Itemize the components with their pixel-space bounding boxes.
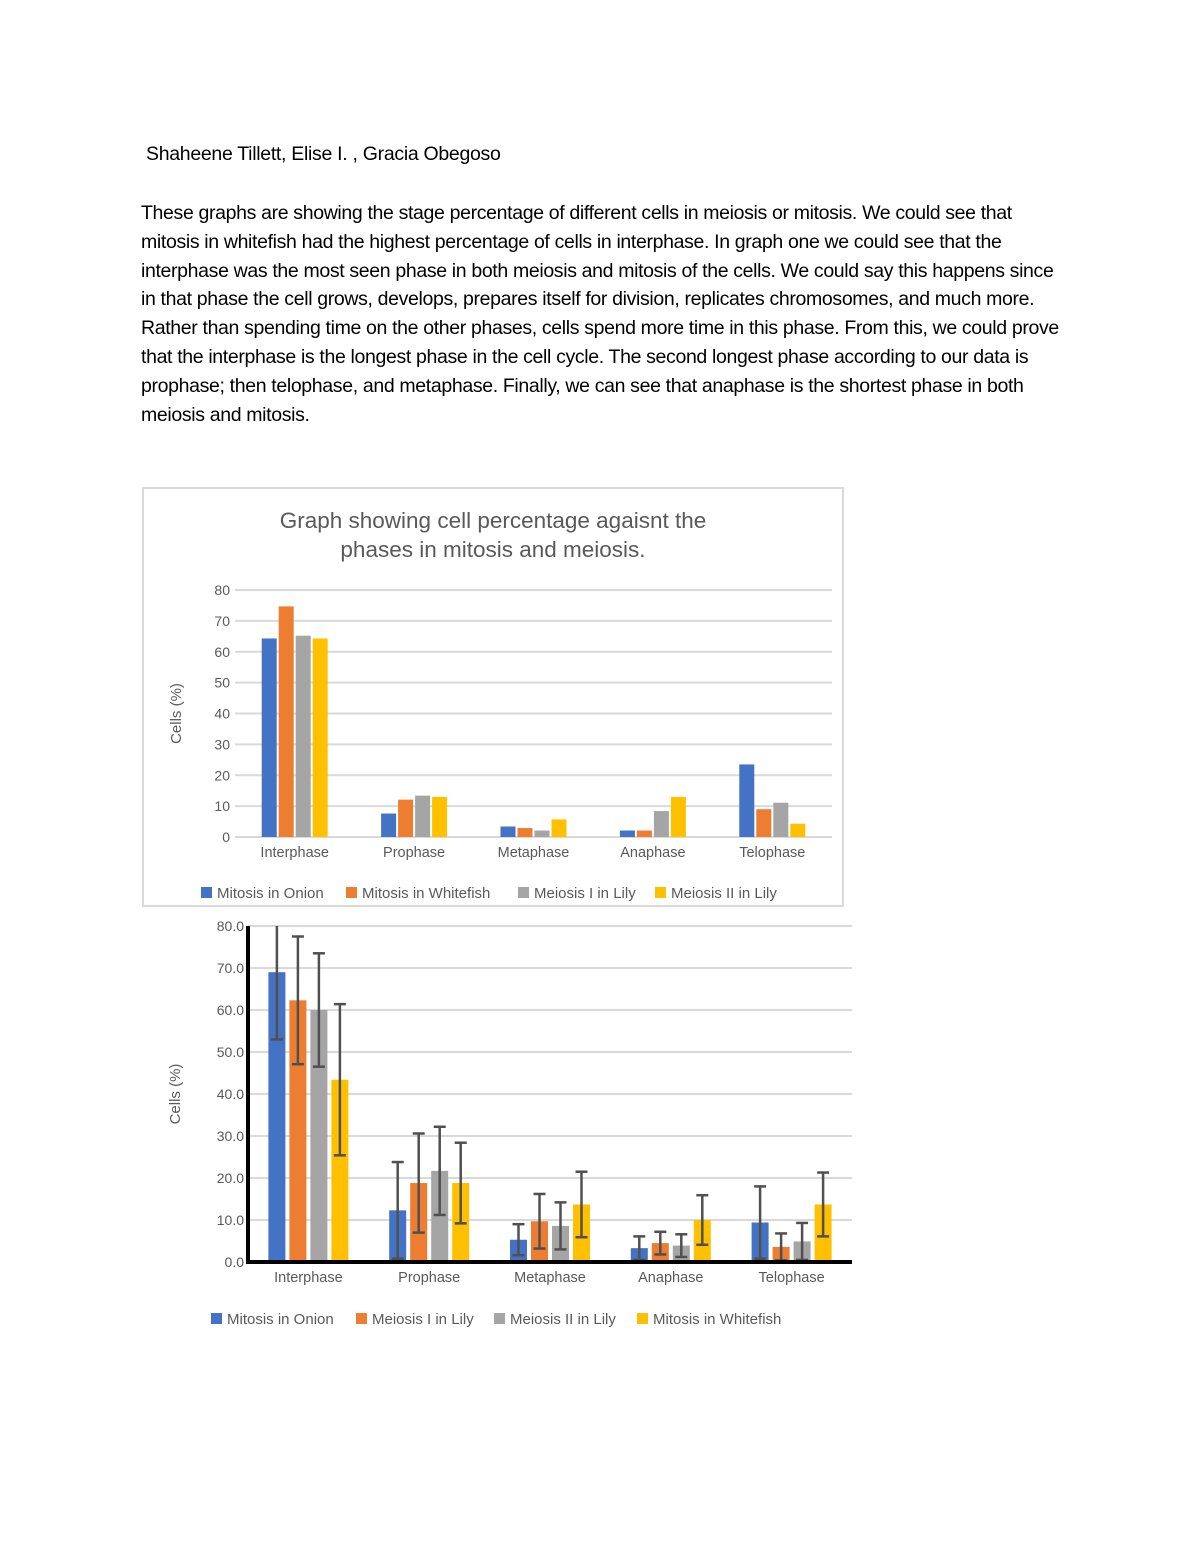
chart2-ytick-label: 50.0: [217, 1044, 244, 1060]
chart1-title-line2: phases in mitosis and meiosis.: [340, 537, 646, 562]
chart1-bar: [534, 830, 550, 837]
chart1-legend-label: Mitosis in Onion: [217, 885, 324, 902]
chart1-title: Graph showing cell percentage agaisnt th…: [142, 506, 844, 564]
chart2-bar: [310, 1010, 328, 1262]
chart1-ytick-label: 60: [214, 644, 230, 660]
chart2-ytick-label: 80.0: [217, 918, 244, 934]
chart1-bar: [636, 830, 652, 837]
chart1-ytick-label: 70: [214, 613, 230, 629]
chart2-bar: [331, 1079, 349, 1262]
chart2-legend-label: Meiosis I in Lily: [372, 1311, 474, 1328]
chart2-bar: [431, 1170, 449, 1262]
chart1-xtick-label: Prophase: [383, 845, 445, 861]
chart2-yaxis-title: Cells (%): [167, 1064, 184, 1125]
chart1-bar: [551, 819, 567, 837]
chart1-bar: [653, 811, 669, 837]
body-paragraph: These graphs are showing the stage perce…: [141, 202, 1059, 426]
chart1-bar: [312, 638, 328, 837]
chart1-bar: [278, 606, 294, 837]
chart2-legend-label: Mitosis in Onion: [227, 1311, 334, 1328]
chart1-bar: [415, 795, 431, 837]
chart1-yaxis-title: Cells (%): [168, 683, 185, 744]
chart2-ytick-label: 0.0: [225, 1254, 245, 1270]
chart1-bar: [261, 638, 277, 837]
chart1-bar: [773, 802, 789, 837]
chart1-xtick-label: Telophase: [739, 845, 805, 861]
chart2-xtick-label: Prophase: [398, 1270, 460, 1286]
chart1-ytick-label: 10: [214, 798, 230, 814]
chart1-bar: [381, 813, 397, 837]
chart2-legend-swatch: [494, 1313, 505, 1324]
chart2-ytick-label: 60.0: [217, 1002, 244, 1018]
chart1-bar: [670, 796, 686, 837]
chart1-bar: [790, 823, 806, 837]
chart1-legend-label: Mitosis in Whitefish: [362, 885, 490, 902]
chart2-xtick-label: Metaphase: [514, 1270, 586, 1286]
chart1-ytick-label: 40: [214, 706, 230, 722]
chart1-bar: [517, 828, 533, 837]
chart2-legend-swatch: [637, 1313, 648, 1324]
chart1-bar: [500, 826, 516, 837]
chart1-xtick-label: Interphase: [260, 845, 329, 861]
chart1-legend-swatch: [346, 887, 357, 898]
chart2-ytick-label: 70.0: [217, 960, 244, 976]
chart1-bar: [398, 799, 414, 837]
chart1-legend-swatch: [201, 887, 212, 898]
chart1-legend-swatch: [655, 887, 666, 898]
chart2-ytick-label: 30.0: [217, 1128, 244, 1144]
chart1-legend-swatch: [518, 887, 529, 898]
chart1-xtick-label: Anaphase: [620, 845, 685, 861]
chart1-xtick-label: Metaphase: [498, 845, 570, 861]
chart1-bar: [739, 764, 755, 837]
chart1-ytick-label: 30: [214, 736, 230, 752]
chart2-ytick-label: 20.0: [217, 1170, 244, 1186]
chart2-ytick-label: 40.0: [217, 1086, 244, 1102]
chart1-bar: [619, 830, 635, 837]
chart2-bar: [268, 972, 286, 1262]
chart2-xtick-label: Interphase: [274, 1270, 343, 1286]
chart2-legend-swatch: [211, 1313, 222, 1324]
chart2-legend-label: Meiosis II in Lily: [510, 1311, 616, 1328]
chart1-frame: [142, 487, 844, 907]
chart2-bar: [289, 1000, 307, 1262]
authors-line: Shaheene Tillett, Elise I. , Gracia Obeg…: [146, 143, 501, 165]
chart1-legend-label: Meiosis I in Lily: [534, 885, 636, 902]
chart2-ytick-label: 10.0: [217, 1212, 244, 1228]
chart1-ytick-label: 20: [214, 767, 230, 783]
chart1-title-line1: Graph showing cell percentage agaisnt th…: [279, 508, 707, 533]
chart2-xtick-label: Telophase: [759, 1270, 825, 1286]
chart1-bar: [432, 796, 448, 837]
chart2-legend-swatch: [356, 1313, 367, 1324]
chart1-ytick-label: 50: [214, 675, 230, 691]
chart1-ytick-label: 80: [214, 582, 230, 598]
chart1-legend-label: Meiosis II in Lily: [671, 885, 777, 902]
chart2-xtick-label: Anaphase: [638, 1270, 703, 1286]
chart1-bar: [756, 809, 772, 837]
chart2-legend-label: Mitosis in Whitefish: [653, 1311, 781, 1328]
chart1-bar: [295, 635, 311, 837]
chart1-ytick-label: 0: [222, 829, 230, 845]
